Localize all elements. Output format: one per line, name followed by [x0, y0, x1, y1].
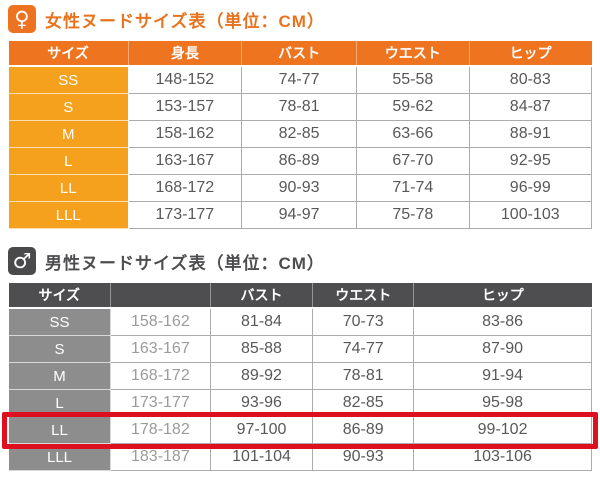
men-size-table: サイズ バスト ウエスト ヒップ SS 158-162 81-84 70-73 … [7, 283, 592, 471]
column-header-waist: ウエスト [312, 283, 415, 309]
size-cell: SS [7, 307, 112, 336]
bust-cell: 78-81 [241, 93, 358, 121]
waist-cell: 78-81 [312, 362, 415, 390]
height-cell: 183-187 [110, 443, 211, 471]
bust-cell: 81-84 [209, 307, 314, 336]
men-header-row: サイズ バスト ウエスト ヒップ [8, 283, 592, 309]
hip-cell: 103-106 [413, 443, 592, 471]
column-header-size: サイズ [8, 41, 129, 67]
height-cell: 163-167 [110, 335, 211, 363]
table-row: L 173-177 93-96 82-85 95-98 [7, 389, 592, 417]
waist-cell: 86-89 [312, 416, 415, 444]
column-header-hip: ヒップ [469, 41, 592, 67]
table-row: S 163-167 85-88 74-77 87-90 [7, 335, 592, 363]
height-cell: 173-177 [127, 201, 243, 229]
column-header-empty [110, 283, 211, 309]
height-cell: 178-182 [110, 416, 211, 444]
hip-cell: 80-83 [468, 65, 593, 94]
height-cell: 168-172 [127, 174, 243, 202]
size-cell: LL [8, 174, 129, 202]
height-cell: 168-172 [110, 362, 211, 390]
waist-cell: 70-73 [312, 307, 415, 336]
height-cell: 153-157 [127, 93, 243, 121]
column-header-height: 身長 [128, 41, 243, 67]
column-header-hip: ヒップ [413, 283, 592, 309]
height-cell: 158-162 [110, 307, 211, 336]
bust-cell: 90-93 [241, 174, 358, 202]
men-table-wrap: サイズ バスト ウエスト ヒップ SS 158-162 81-84 70-73 … [2, 283, 598, 471]
waist-cell: 90-93 [312, 443, 415, 471]
women-size-table: サイズ 身長 バスト ウエスト ヒップ SS 148-152 74-77 55-… [8, 41, 593, 229]
bust-cell: 85-88 [209, 335, 314, 363]
height-cell: 163-167 [127, 147, 243, 175]
bust-cell: 89-92 [209, 362, 314, 390]
size-cell: LLL [7, 443, 112, 471]
bust-cell: 93-96 [209, 389, 314, 417]
hip-cell: 84-87 [468, 93, 593, 121]
waist-cell: 55-58 [356, 65, 470, 94]
height-cell: 148-152 [127, 65, 243, 94]
men-table-title: 男性ヌードサイズ表（単位：CM） [45, 253, 325, 273]
table-row: S 153-157 78-81 59-62 84-87 [8, 93, 593, 121]
waist-cell: 67-70 [356, 147, 470, 175]
bust-cell: 74-77 [241, 65, 358, 94]
women-table-title: 女性ヌードサイズ表（単位：CM） [45, 11, 325, 31]
column-header-size: サイズ [8, 283, 112, 309]
table-row: SS 158-162 81-84 70-73 83-86 [7, 307, 592, 336]
column-header-bust: バスト [210, 283, 314, 309]
height-cell: 158-162 [127, 120, 243, 148]
female-icon: ♀ [8, 5, 36, 33]
size-cell: SS [8, 65, 129, 94]
bust-cell: 97-100 [209, 416, 314, 444]
size-cell: LL [7, 416, 112, 444]
highlighted-row: LL 178-182 97-100 86-89 99-102 [7, 416, 592, 444]
waist-cell: 74-77 [312, 335, 415, 363]
women-header-row: サイズ 身長 バスト ウエスト ヒップ [8, 41, 592, 67]
table-row: M 158-162 82-85 63-66 88-91 [8, 120, 593, 148]
size-cell: L [7, 389, 112, 417]
hip-cell: 91-94 [413, 362, 592, 390]
size-chart-page: ♀ 女性ヌードサイズ表（単位：CM） サイズ 身長 バスト ウエスト ヒップ S… [2, 5, 598, 471]
waist-cell: 59-62 [356, 93, 470, 121]
hip-cell: 100-103 [468, 201, 593, 229]
men-title-bar: ♂ 男性ヌードサイズ表（単位：CM） [8, 247, 592, 275]
waist-cell: 75-78 [356, 201, 470, 229]
women-title-bar: ♀ 女性ヌードサイズ表（単位：CM） [8, 5, 592, 33]
column-header-bust: バスト [241, 41, 358, 67]
table-row: LLL 183-187 101-104 90-93 103-106 [7, 443, 592, 471]
hip-cell: 88-91 [468, 120, 593, 148]
size-cell: M [7, 362, 112, 390]
table-row: LLL 173-177 94-97 75-78 100-103 [8, 201, 593, 229]
hip-cell: 92-95 [468, 147, 593, 175]
waist-cell: 71-74 [356, 174, 470, 202]
table-row: LL 168-172 90-93 71-74 96-99 [8, 174, 593, 202]
table-row: L 163-167 86-89 67-70 92-95 [8, 147, 593, 175]
bust-cell: 86-89 [241, 147, 358, 175]
men-section: ♂ 男性ヌードサイズ表（単位：CM） サイズ バスト ウエスト ヒップ [2, 247, 598, 471]
table-row: M 168-172 89-92 78-81 91-94 [7, 362, 592, 390]
bust-cell: 82-85 [241, 120, 358, 148]
waist-cell: 63-66 [356, 120, 470, 148]
hip-cell: 99-102 [413, 416, 592, 444]
hip-cell: 83-86 [413, 307, 592, 336]
size-cell: S [8, 93, 129, 121]
size-cell: M [8, 120, 129, 148]
size-cell: LLL [8, 201, 129, 229]
column-header-waist: ウエスト [356, 41, 470, 67]
male-icon: ♂ [8, 247, 36, 275]
bust-cell: 94-97 [241, 201, 358, 229]
size-cell: L [8, 147, 129, 175]
hip-cell: 87-90 [413, 335, 592, 363]
hip-cell: 95-98 [413, 389, 592, 417]
table-row: SS 148-152 74-77 55-58 80-83 [8, 65, 593, 94]
size-cell: S [7, 335, 112, 363]
bust-cell: 101-104 [209, 443, 314, 471]
hip-cell: 96-99 [468, 174, 593, 202]
women-section: ♀ 女性ヌードサイズ表（単位：CM） サイズ 身長 バスト ウエスト ヒップ S… [8, 5, 593, 229]
height-cell: 173-177 [110, 389, 211, 417]
waist-cell: 82-85 [312, 389, 415, 417]
